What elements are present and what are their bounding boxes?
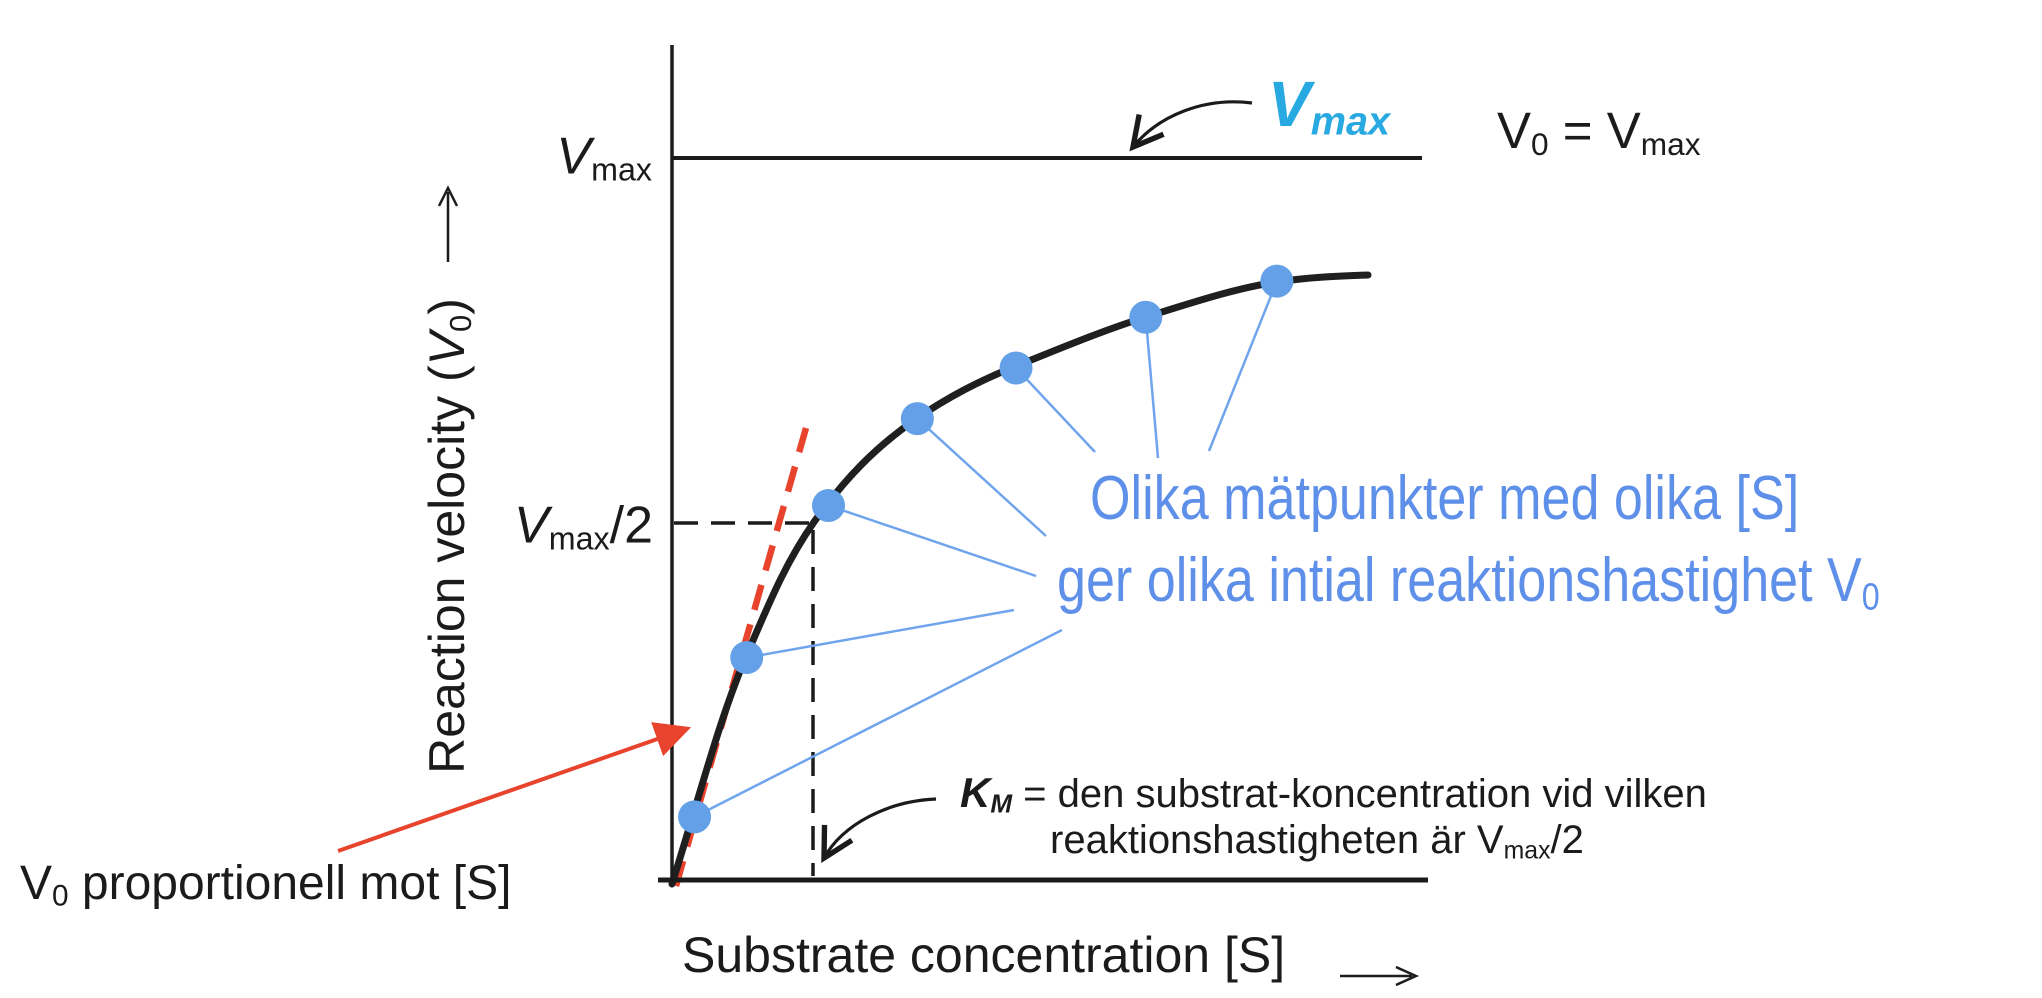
vmax-tick-sub: max	[591, 151, 652, 188]
v0-eq-sub2: max	[1640, 126, 1701, 163]
data-point	[812, 489, 846, 523]
y-axis-label-sub: 0	[442, 314, 478, 333]
leader-line	[916, 417, 1047, 537]
leader-line	[1144, 317, 1160, 459]
km-symbol-k: K	[960, 769, 991, 816]
km-note-line2-text: reaktionshastigheten är V	[1050, 818, 1504, 862]
measurement-note-line1-text: Olika mätpunkter med olika [S]	[1090, 464, 1800, 533]
v0-eq-sign: =	[1548, 102, 1607, 160]
y-axis-label: Reaction velocity (V0)	[419, 298, 478, 774]
data-point	[730, 641, 764, 675]
y-axis-label-v: V	[419, 332, 476, 366]
y-axis-label-close: )	[419, 298, 476, 315]
up-arrow-icon	[437, 185, 459, 262]
vmax-tick-v: V	[556, 127, 592, 186]
proportionality-note: V0 proportionell mot [S]	[20, 860, 511, 911]
vmax-half-tick-sub: max	[548, 520, 610, 557]
data-point	[1260, 264, 1294, 298]
vmax-half-tick-suffix: /2	[609, 496, 653, 555]
data-point	[678, 800, 712, 834]
proportionality-note-text: proportionell mot [S]	[68, 857, 512, 910]
right-arrow-icon	[1340, 965, 1420, 987]
data-point	[999, 351, 1033, 385]
v0-equals-vmax-label: V0 = Vmax	[1497, 105, 1701, 161]
data-point	[900, 402, 934, 436]
km-note-line1-text: = den substrat-koncentration vid vilken	[1012, 772, 1707, 816]
km-symbol: KM	[960, 769, 1013, 819]
proportionality-note-v: V	[20, 857, 53, 910]
km-note-line2: reaktionshastigheten är Vmax/2	[1050, 820, 1584, 864]
v0-eq-v2: V	[1606, 102, 1641, 160]
km-note-line2-suffix: /2	[1550, 818, 1584, 862]
vmax-callout-v: V	[1268, 67, 1311, 140]
proportionality-arrow	[337, 722, 692, 853]
vmax-tick-label: Vmax	[556, 130, 652, 185]
measurement-note-line2: ger olika intial reaktionshastighet V0	[1057, 550, 1880, 617]
proportionality-note-sub: 0	[52, 879, 69, 913]
leader-line	[693, 628, 1063, 818]
measurement-note-line2-sub: 0	[1861, 575, 1880, 619]
data-point	[1129, 300, 1163, 334]
data-points-layer	[678, 264, 1294, 834]
vmax-callout-label: Vmax	[1268, 72, 1390, 142]
vmax-half-tick-label: Vmax/2	[514, 499, 653, 554]
y-axis-label-text: Reaction velocity (	[419, 365, 476, 774]
vmax-callout-arrow	[1129, 100, 1253, 152]
leader-line	[1015, 367, 1096, 453]
km-symbol-sub: M	[990, 788, 1013, 819]
km-callout-arrow	[821, 797, 937, 863]
vmax-half-tick-v: V	[514, 496, 549, 555]
measurement-note-line1: Olika mätpunkter med olika [S]	[1090, 468, 1799, 530]
km-note-line1: KM = den substrat-koncentration vid vilk…	[960, 772, 1707, 817]
x-axis-label-text: Substrate concentration [S]	[682, 927, 1286, 983]
measurement-note-line2-text: ger olika intial reaktionshastighet V	[1057, 546, 1862, 615]
v0-eq-sub1: 0	[1531, 126, 1549, 163]
x-axis-label: Substrate concentration [S]	[682, 930, 1285, 980]
leader-line	[1207, 280, 1279, 452]
km-note-line2-sub: max	[1503, 837, 1551, 865]
leader-line	[746, 608, 1015, 659]
vmax-callout-sub: max	[1310, 99, 1391, 144]
v0-eq-v1: V	[1497, 102, 1532, 160]
leader-line	[828, 504, 1037, 578]
